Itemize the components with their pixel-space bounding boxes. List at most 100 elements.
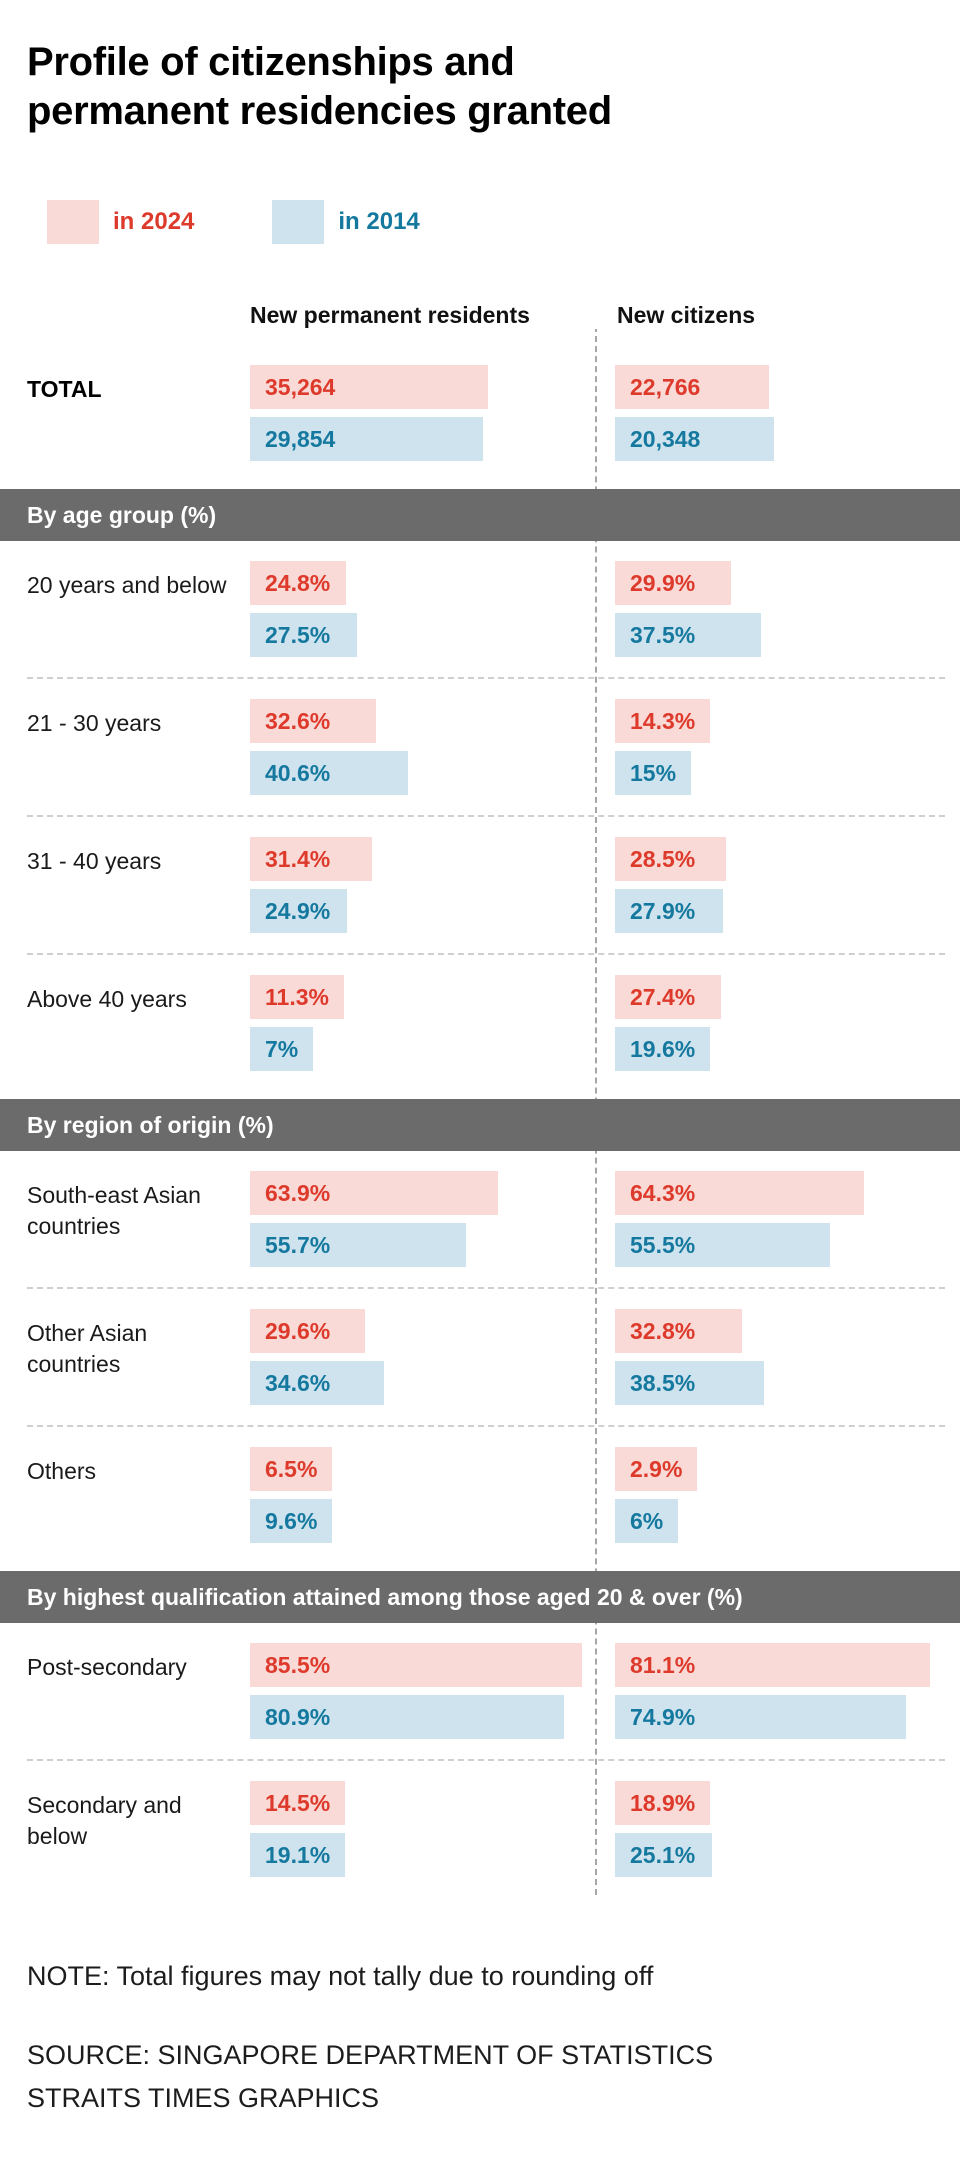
bar-2014: 55.7% [250,1222,466,1267]
bar-2014: 27.5% [250,612,357,657]
chart: New permanent residents New citizens TOT… [0,301,960,1897]
section-age-group: 20 years and below 24.8% 27.5% 29.9% 37.… [27,541,945,1091]
data-row: Others 6.5% 9.6% 2.9% 6% [27,1424,945,1563]
legend-item-2024: in 2024 [47,199,195,244]
bars-pr: 29.6% 34.6% [250,1308,615,1405]
data-row: 21 - 30 years 32.6% 40.6% 14.3% 15% [27,676,945,815]
source-line1: SOURCE: SINGAPORE DEPARTMENT OF STATISTI… [27,2039,714,2070]
bar-value: 6% [630,1507,664,1534]
legend-swatch-2024 [47,199,99,244]
bar-2014: 40.6% [250,750,408,795]
data-row: 20 years and below 24.8% 27.5% 29.9% 37.… [27,541,945,677]
data-row: Other Asian countries 29.6% 34.6% 32.8% … [27,1286,945,1425]
bar-value: 19.6% [630,1035,696,1062]
bar-2014: 19.6% [615,1026,711,1071]
bar-value: 27.4% [630,983,696,1010]
bar-2014: 55.5% [615,1222,830,1267]
bar-2014: 27.9% [615,888,723,933]
bar-2024: 29.6% [250,1308,365,1353]
bar-value: 19.1% [265,1841,331,1868]
bar-2024: 31.4% [250,836,372,881]
bar-value: 28.5% [630,845,696,872]
footer: NOTE: Total figures may not tally due to… [0,1961,960,2120]
bar-2024: 2.9% [615,1446,698,1491]
bar-2024: 81.1% [615,1642,930,1687]
bars-citizens: 28.5% 27.9% [615,836,945,933]
bar-value: 6.5% [265,1455,318,1482]
bar-2014: 20,348 [615,416,774,461]
bar-value: 29,854 [265,425,336,452]
bar-value: 80.9% [265,1703,331,1730]
section-header-age-group: By age group (%) [0,488,960,541]
row-label: Secondary and below [27,1791,182,1849]
legend-item-2014: in 2014 [272,199,420,244]
total-label: TOTAL [27,375,102,402]
bar-2024: 18.9% [615,1780,711,1825]
total-row: TOTAL 35,264 29,854 22,766 20,348 [27,345,945,481]
row-label: Post-secondary [27,1653,187,1680]
legend-label-2014: in 2014 [338,207,420,235]
bar-value: 18.9% [630,1789,696,1816]
bar-value: 31.4% [265,845,331,872]
bars-citizens: 32.8% 38.5% [615,1308,945,1405]
bars-pr: 31.4% 24.9% [250,836,615,933]
bar-2024: 14.3% [615,698,711,743]
bar-2014: 37.5% [615,612,761,657]
infographic-page: Profile of citizenships and permanent res… [0,38,960,2120]
bar-value: 63.9% [265,1179,331,1206]
bar-2024: 6.5% [250,1446,333,1491]
bar-2014: 80.9% [250,1694,564,1739]
source-line2: STRAITS TIMES GRAPHICS [27,2082,380,2113]
legend: in 2024 in 2014 [47,199,960,244]
bar-value: 24.9% [265,897,331,924]
page-title-line1: Profile of citizenships and [27,40,515,84]
row-label: South-east Asian countries [27,1181,201,1239]
bars-pr: 6.5% 9.6% [250,1446,615,1543]
bars-pr: 85.5% 80.9% [250,1642,615,1739]
data-row: Above 40 years 11.3% 7% 27.4% 19.6% [27,952,945,1091]
bar-2024: 35,264 [250,364,488,409]
bar-value: 25.1% [630,1841,696,1868]
bars-citizens: 18.9% 25.1% [615,1780,945,1877]
bar-value: 7% [265,1035,299,1062]
bar-value: 37.5% [630,621,696,648]
legend-label-2024: in 2024 [113,207,195,235]
row-label: 20 years and below [27,571,227,598]
bar-value: 2.9% [630,1455,683,1482]
section-header-highest-qualification: By highest qualification attained among … [0,1570,960,1623]
bar-value: 9.6% [265,1507,318,1534]
bar-2024: 27.4% [615,974,721,1019]
bar-2014: 29,854 [250,416,483,461]
bar-value: 27.9% [630,897,696,924]
bar-2014: 15% [615,750,692,795]
section-highest-qualification: Post-secondary 85.5% 80.9% 81.1% 74.9% S… [27,1623,945,1897]
legend-swatch-2014 [272,199,325,244]
bars-citizens: 2.9% 6% [615,1446,945,1543]
bar-value: 15% [630,759,677,786]
bars-citizens: 64.3% 55.5% [615,1170,945,1267]
bars-citizens: 14.3% 15% [615,698,945,795]
bar-value: 29.6% [265,1317,331,1344]
bar-2024: 63.9% [250,1170,498,1215]
bar-value: 85.5% [265,1651,331,1678]
row-label: 21 - 30 years [27,709,162,736]
bar-2024: 11.3% [250,974,344,1019]
bar-value: 11.3% [265,983,329,1010]
column-headers: New permanent residents New citizens [0,301,960,329]
bar-value: 38.5% [630,1369,696,1396]
row-label: Others [27,1457,97,1484]
bar-2014: 6% [615,1498,679,1543]
bar-value: 14.3% [630,707,696,734]
bar-2014: 7% [250,1026,314,1071]
row-label: 31 - 40 years [27,847,162,874]
data-row: 31 - 40 years 31.4% 24.9% 28.5% 27.9% [27,814,945,953]
bars-pr: 32.6% 40.6% [250,698,615,795]
data-row: Secondary and below 14.5% 19.1% 18.9% 25… [27,1758,945,1897]
bars-pr: 11.3% 7% [250,974,615,1071]
total-bars-citizens: 22,766 20,348 [615,364,945,461]
bar-value: 14.5% [265,1789,331,1816]
bar-value: 55.5% [630,1231,696,1258]
section-header-region-of-origin: By region of origin (%) [0,1098,960,1151]
bar-2014: 74.9% [615,1694,906,1739]
bar-2014: 9.6% [250,1498,333,1543]
